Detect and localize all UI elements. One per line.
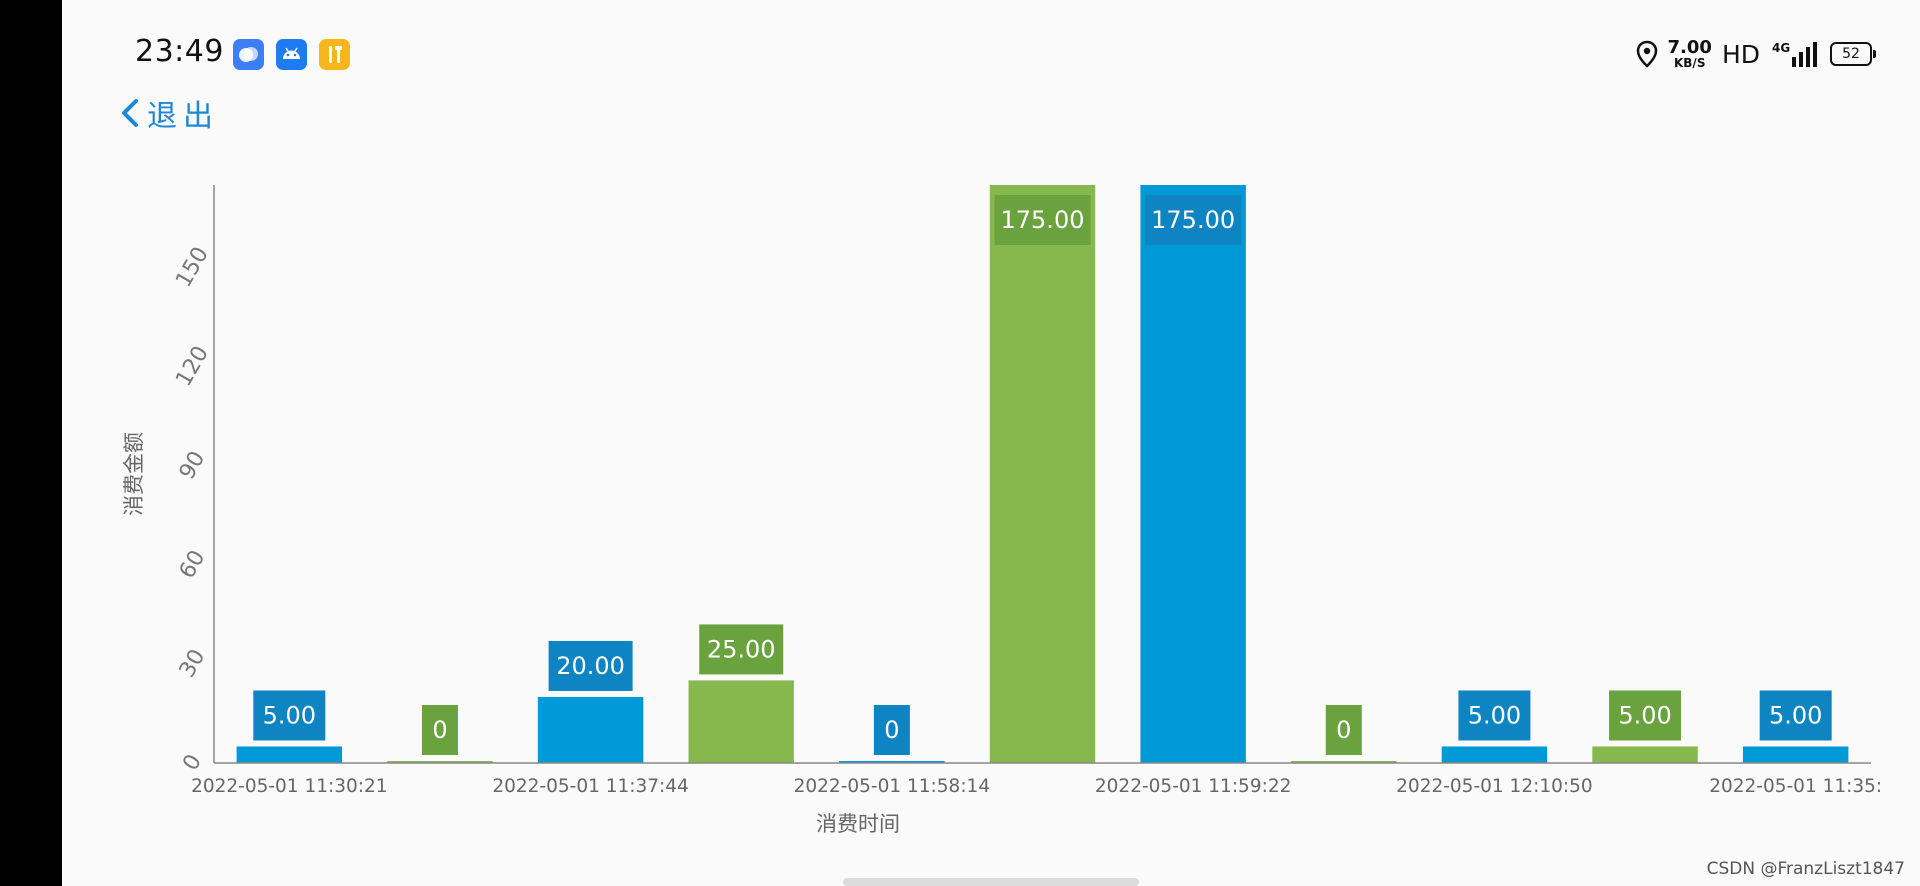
bar-9[interactable] xyxy=(1592,746,1698,763)
x-axis-ticks: 2022-05-01 11:30:21 2022-05-01 11:37:44 20… xyxy=(191,776,1882,797)
value-label-6: 175.00 xyxy=(1145,195,1242,245)
value-label-bg xyxy=(253,690,326,741)
value-label-8: 5.00 xyxy=(1458,690,1531,741)
x-axis-title: 消费时间 xyxy=(816,812,900,836)
y-tick-label: 0 xyxy=(178,750,207,775)
signal-label: 4G xyxy=(1772,41,1790,55)
value-label-text: 5.00 xyxy=(1618,701,1671,729)
status-bar: 23:49 7.00 KB/S HD 4G 52 xyxy=(62,0,1920,100)
bars xyxy=(236,185,1849,763)
value-label-bg xyxy=(699,624,784,675)
value-label-text: 0 xyxy=(884,716,899,744)
value-label-bg xyxy=(548,640,633,691)
bar-8[interactable] xyxy=(1441,746,1548,763)
bar-10[interactable] xyxy=(1742,746,1849,763)
bar-2[interactable] xyxy=(537,696,644,763)
y-axis-ticks: 0 30 60 90 120 150 xyxy=(171,243,214,775)
home-indicator[interactable] xyxy=(843,878,1139,886)
watermark: CSDN @FranzLiszt1847 xyxy=(1706,859,1905,879)
value-label-text: 5.00 xyxy=(263,701,316,729)
value-label-text: 175.00 xyxy=(1001,206,1085,234)
y-tick-label: 60 xyxy=(175,546,211,583)
bar-7[interactable] xyxy=(1291,761,1397,763)
value-label-4: 0 xyxy=(873,705,910,755)
value-label-text: 0 xyxy=(432,716,447,744)
value-label-text: 5.00 xyxy=(1769,701,1822,729)
value-label-9: 5.00 xyxy=(1609,690,1682,741)
tools-icon xyxy=(319,39,350,70)
left-black-bar xyxy=(0,0,62,886)
x-tick-label: 2022-05-01 11:58:14 xyxy=(794,776,990,797)
value-label-bg xyxy=(1325,705,1362,755)
value-label-bg xyxy=(994,195,1091,245)
value-label-text: 25.00 xyxy=(707,635,776,663)
bar-5[interactable] xyxy=(989,185,1096,763)
net-speed-value: 7.00 xyxy=(1667,37,1712,58)
chevron-left-icon xyxy=(122,99,138,127)
status-indicators: 7.00 KB/S HD 4G 52 xyxy=(1636,36,1876,72)
y-tick-label: 90 xyxy=(175,447,211,484)
value-labels: 5.00 0 20.00 25.00 0 175.00 175.00 0 5.00 5.00 5.0… xyxy=(253,195,1832,755)
bar-1[interactable] xyxy=(387,761,493,763)
back-button[interactable]: 退出 xyxy=(119,92,219,134)
y-tick-label: 30 xyxy=(175,645,211,682)
value-label-text: 0 xyxy=(1336,716,1351,744)
value-label-text: 175.00 xyxy=(1151,206,1235,234)
value-label-text: 5.00 xyxy=(1468,701,1521,729)
net-speed-unit: KB/S xyxy=(1673,56,1706,70)
battery-indicator: 52 xyxy=(1830,42,1876,66)
x-tick-label: 2022-05-01 11:30:21 xyxy=(191,776,387,797)
value-label-bg xyxy=(1145,195,1242,245)
value-label-bg xyxy=(1458,690,1531,741)
x-tick-label: 2022-05-01 11:59:22 xyxy=(1095,776,1291,797)
value-label-5: 175.00 xyxy=(994,195,1091,245)
back-label: 退出 xyxy=(147,99,219,134)
value-label-bg xyxy=(421,705,458,755)
x-tick-label: 2022-05-01 12:10:50 xyxy=(1396,776,1592,797)
android-icon xyxy=(276,39,307,70)
y-axis-title: 消费金额 xyxy=(122,432,146,516)
value-label-10: 5.00 xyxy=(1759,690,1832,741)
x-tick-label: 2022-05-01 11:37:44 xyxy=(492,776,688,797)
bar-6[interactable] xyxy=(1140,185,1246,763)
value-label-1: 0 xyxy=(421,705,458,755)
value-label-7: 0 xyxy=(1325,705,1362,755)
value-label-3: 25.00 xyxy=(699,624,784,675)
net-speed: 7.00 KB/S xyxy=(1667,37,1712,70)
value-label-0: 5.00 xyxy=(253,690,326,741)
x-tick-label: 2022-05-01 11:35: xyxy=(1709,776,1882,797)
value-label-bg xyxy=(1759,690,1832,741)
bar-4[interactable] xyxy=(839,761,945,763)
status-time: 23:49 xyxy=(135,34,224,69)
hd-label: HD xyxy=(1721,39,1760,69)
value-label-bg xyxy=(1609,690,1682,741)
bar-0[interactable] xyxy=(236,746,343,763)
value-label-text: 20.00 xyxy=(556,652,625,680)
location-icon xyxy=(1636,40,1657,68)
app-icon-blue xyxy=(233,39,264,70)
y-tick-label: 120 xyxy=(171,342,214,391)
signal-icon: 4G xyxy=(1772,41,1817,67)
bar-3[interactable] xyxy=(688,680,794,763)
value-label-bg xyxy=(873,705,910,755)
value-label-2: 20.00 xyxy=(548,640,633,691)
y-tick-label: 150 xyxy=(171,243,214,292)
